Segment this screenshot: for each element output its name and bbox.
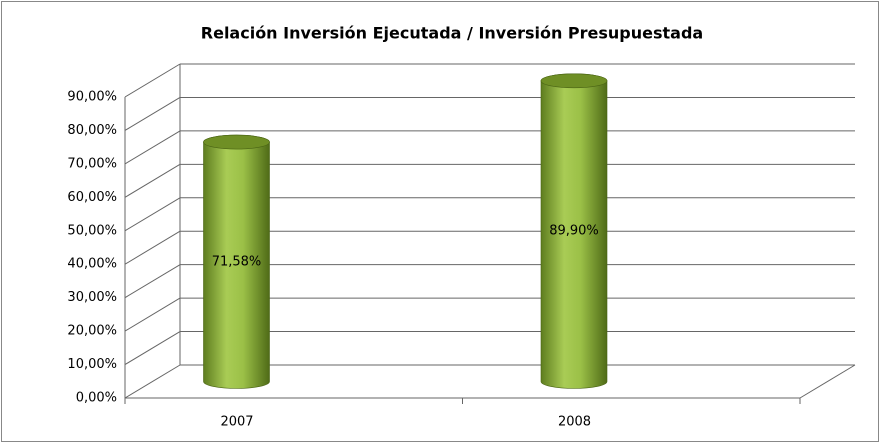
data-label: 89,90% [549,224,599,239]
grid-line [124,63,181,98]
bar-top [540,73,608,89]
x-tick-label: 2008 [558,415,591,430]
grid-line [124,364,181,399]
y-tick-label: 0,00% [76,391,117,406]
y-tick-label: 90,00% [67,90,117,105]
bar-top [203,134,270,150]
grid-line [124,331,181,365]
y-tick-label: 30,00% [67,290,117,305]
x-tick-label: 2007 [220,415,253,430]
y-tick-label: 50,00% [67,223,117,238]
grid-line [124,163,181,198]
grid-line [124,97,181,131]
y-tick-label: 60,00% [67,190,117,205]
y-tick-label: 40,00% [67,257,117,272]
data-label: 71,58% [212,254,262,269]
axis-floor [799,364,856,399]
grid-line [124,297,181,332]
grid-line [124,197,181,232]
grid-line [124,264,181,299]
grid-line [124,130,181,165]
chart-title: Relación Inversión Ejecutada / Inversión… [201,24,703,43]
y-tick-label: 80,00% [67,123,117,138]
grid-line [124,230,181,265]
y-tick-label: 70,00% [67,156,117,171]
y-tick-label: 20,00% [67,324,117,339]
y-tick-label: 10,00% [67,357,117,372]
